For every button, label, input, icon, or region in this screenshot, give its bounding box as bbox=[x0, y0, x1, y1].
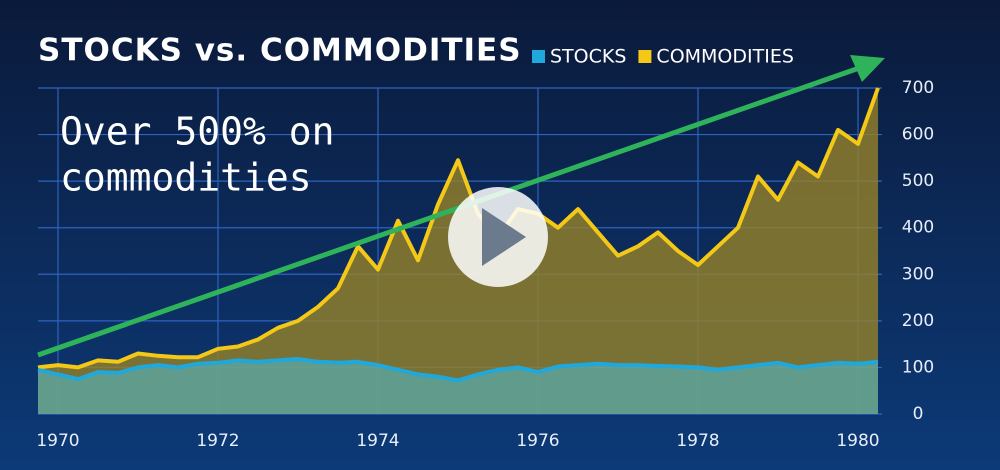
area bbox=[38, 359, 878, 414]
y-tick-label: 500 bbox=[902, 171, 934, 191]
line bbox=[37, 87, 880, 370]
trend-arrow bbox=[37, 63, 866, 358]
legend-label: STOCKS bbox=[550, 46, 626, 68]
x-tick-label: 1978 bbox=[676, 431, 719, 451]
y-tick-label: 600 bbox=[902, 125, 934, 145]
play-icon[interactable] bbox=[482, 208, 526, 266]
legend-swatch bbox=[638, 50, 652, 63]
x-tick-label: 1976 bbox=[516, 431, 559, 451]
x-tick-label: 1970 bbox=[36, 431, 79, 451]
legend-label: COMMODITIES bbox=[656, 46, 793, 68]
annotation: commodities bbox=[60, 156, 312, 200]
x-tick-label: 1974 bbox=[356, 431, 399, 451]
y-tick-label: 200 bbox=[902, 311, 934, 331]
play-button[interactable] bbox=[448, 187, 548, 287]
y-tick-label: 100 bbox=[902, 357, 934, 377]
annotation: Over 500% on bbox=[60, 110, 335, 154]
x-tick-label: 1980 bbox=[836, 431, 879, 451]
y-tick-label: 400 bbox=[902, 218, 934, 238]
legend: STOCKS COMMODITIES bbox=[532, 46, 794, 68]
y-tick-label: 700 bbox=[902, 78, 934, 98]
trend-arrow-head bbox=[850, 55, 885, 82]
legend-swatch bbox=[532, 50, 545, 63]
line bbox=[37, 357, 879, 383]
y-tick-label: 0 bbox=[913, 404, 924, 424]
y-tick-label: 300 bbox=[902, 264, 934, 284]
x-tick-label: 1972 bbox=[196, 431, 239, 451]
chart-title: STOCKS vs. COMMODITIES bbox=[38, 33, 522, 69]
